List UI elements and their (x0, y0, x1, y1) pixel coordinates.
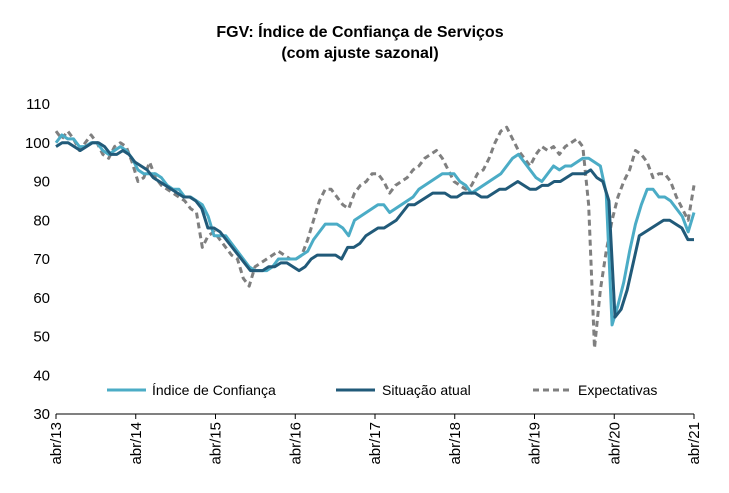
legend-label-situacao: Situação atual (382, 382, 471, 398)
x-tick-label: abr/14 (128, 422, 145, 465)
y-tick-label: 30 (33, 406, 50, 423)
series-line-2 (54, 125, 696, 350)
y-tick-label: 70 (33, 251, 50, 268)
chart-subtitle: (com ajuste sazonal) (281, 45, 438, 62)
y-tick-label: 110 (26, 96, 50, 113)
x-tick-label: abr/13 (48, 422, 65, 465)
x-tick-label: abr/21 (686, 422, 703, 465)
y-tick-label: 90 (33, 174, 50, 191)
series-layer (54, 125, 696, 350)
x-tick-label: abr/18 (447, 422, 464, 465)
series-line-0 (54, 133, 696, 327)
y-tick-label: 50 (33, 329, 50, 346)
chart-legend: Índice de Confiança Situação atual Expec… (107, 382, 657, 398)
x-tick-label: abr/15 (208, 422, 225, 465)
y-tick-label: 80 (33, 212, 50, 229)
y-tick-label: 60 (33, 290, 50, 307)
legend-label-indice: Índice de Confiança (152, 382, 276, 398)
series-line-1 (55, 141, 694, 319)
y-axis-ticks: 30 40 50 60 70 80 90 100 110 (25, 96, 50, 423)
x-axis-ticks: abr/13 abr/14 abr/15 abr/16 abr/17 abr/18 abr/… (48, 414, 703, 465)
y-tick-label: 100 (25, 135, 50, 152)
y-tick-label: 40 (33, 367, 50, 384)
x-tick-label: abr/19 (527, 422, 544, 465)
chart-title: FGV: Índice de Confiança de Serviços (216, 22, 503, 41)
legend-label-expectativas: Expectativas (578, 382, 657, 398)
x-tick-label: abr/16 (287, 422, 304, 465)
x-tick-label: abr/17 (367, 422, 384, 465)
x-tick-label: abr/20 (606, 422, 623, 465)
